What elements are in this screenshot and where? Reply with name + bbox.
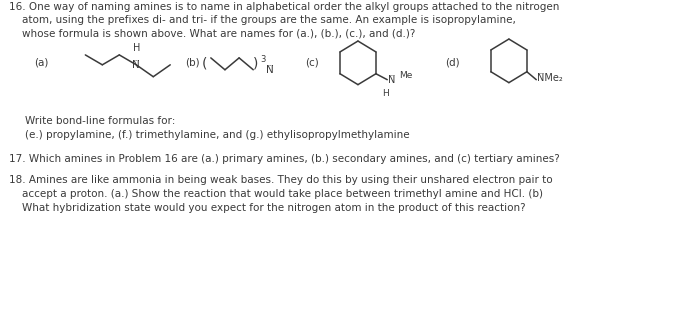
Text: (: (	[201, 57, 207, 71]
Text: (d): (d)	[445, 58, 460, 68]
Text: What hybridization state would you expect for the nitrogen atom in the product o: What hybridization state would you expec…	[9, 202, 526, 212]
Text: (a): (a)	[34, 58, 48, 68]
Text: ): )	[252, 57, 258, 71]
Text: Me: Me	[400, 71, 413, 80]
Text: atom, using the prefixes di- and tri- if the groups are the same. An example is : atom, using the prefixes di- and tri- if…	[9, 15, 516, 25]
Text: (e.) propylamine, (f.) trimethylamine, and (g.) ethylisopropylmethylamine: (e.) propylamine, (f.) trimethylamine, a…	[25, 130, 410, 140]
Text: whose formula is shown above. What are names for (a.), (b.), (c.), and (d.)?: whose formula is shown above. What are n…	[9, 28, 415, 38]
Text: 18. Amines are like ammonia in being weak bases. They do this by using their uns: 18. Amines are like ammonia in being wea…	[9, 175, 553, 185]
Text: N̈Me₂: N̈Me₂	[537, 73, 563, 83]
Text: N̈: N̈	[388, 75, 396, 85]
Text: 17. Which amines in Problem 16 are (a.) primary amines, (b.) secondary amines, a: 17. Which amines in Problem 16 are (a.) …	[9, 154, 560, 164]
Text: 3: 3	[260, 55, 265, 64]
Text: H: H	[382, 89, 389, 98]
Text: (c): (c)	[305, 58, 319, 68]
Text: N̈: N̈	[266, 65, 273, 75]
Text: N̈: N̈	[133, 60, 140, 70]
Text: accept a proton. (a.) Show the reaction that would take place between trimethyl : accept a proton. (a.) Show the reaction …	[9, 189, 543, 199]
Text: H: H	[133, 43, 140, 53]
Text: 16. One way of naming amines is to name in alphabetical order the alkyl groups a: 16. One way of naming amines is to name …	[9, 2, 559, 12]
Text: Write bond-line formulas for:: Write bond-line formulas for:	[25, 116, 176, 126]
Text: (b): (b)	[185, 58, 200, 68]
